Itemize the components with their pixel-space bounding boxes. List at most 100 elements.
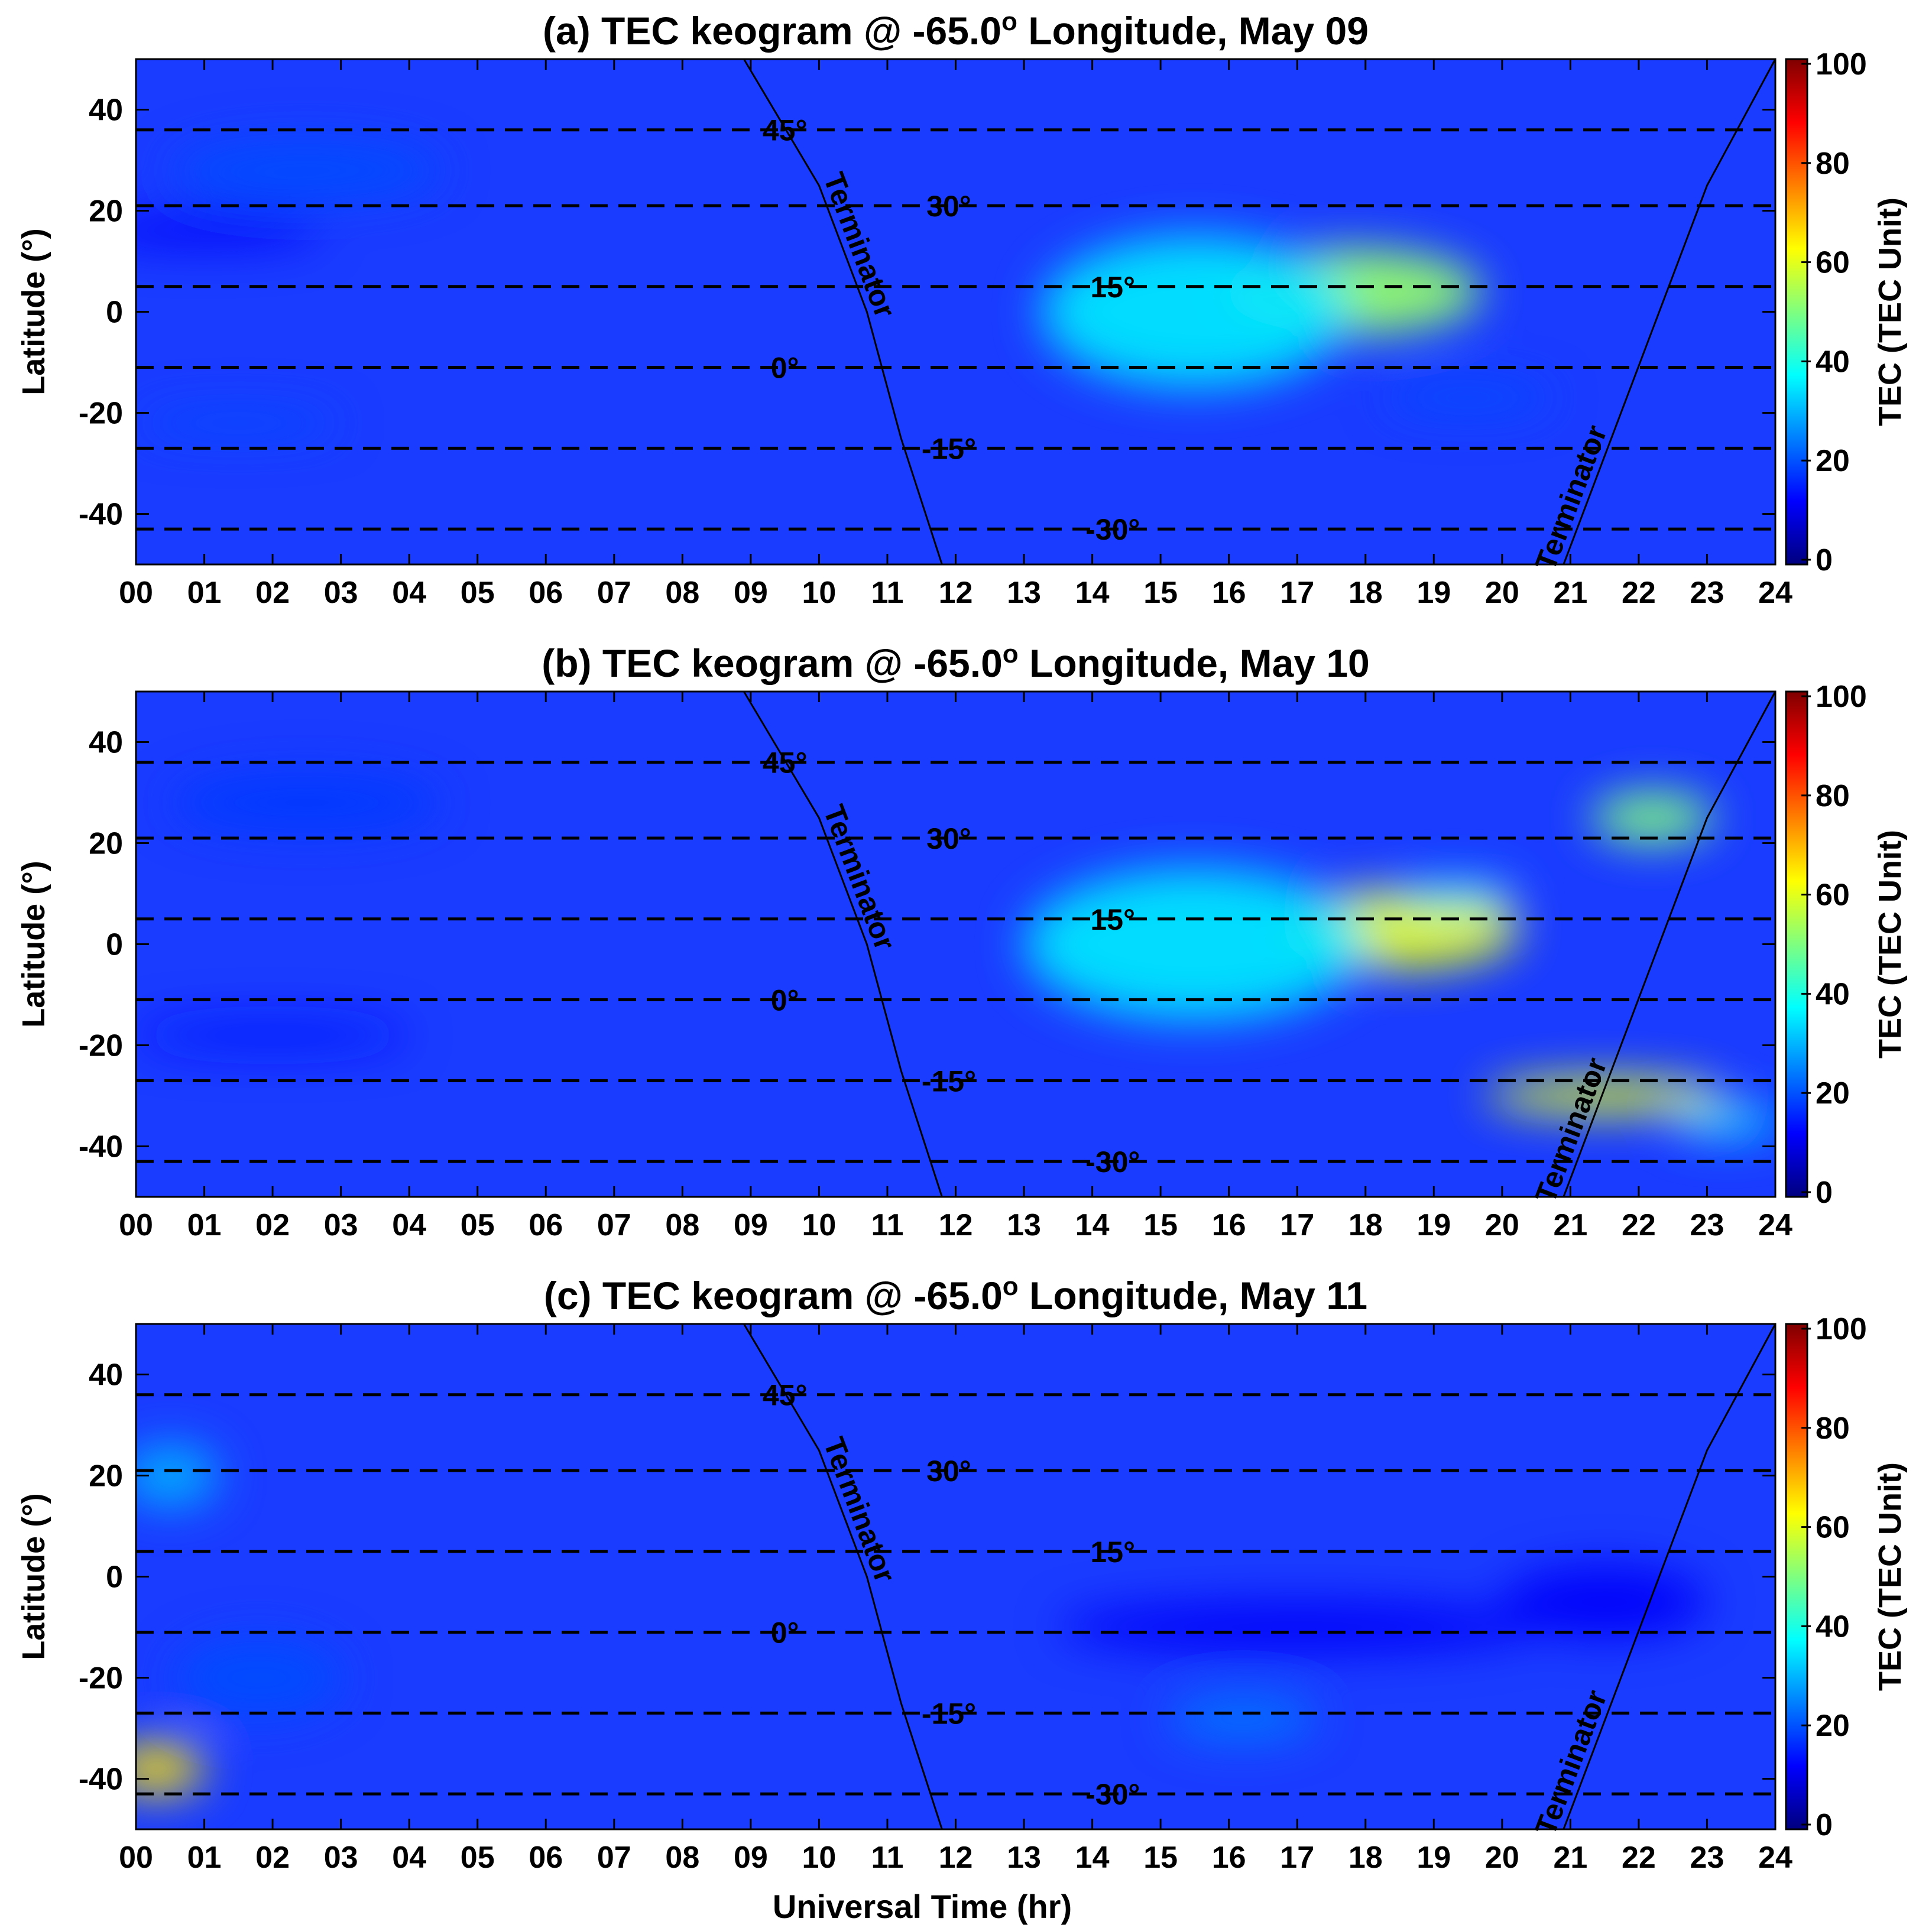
colorbar	[1785, 690, 1808, 1198]
tec-blob	[1167, 1695, 1318, 1741]
terminator-line	[1563, 691, 1777, 1197]
x-tick-label: 06	[529, 1208, 563, 1242]
x-tick-label: 11	[871, 1841, 903, 1875]
x-tick-label: 03	[324, 576, 358, 610]
tec-blob	[1502, 1566, 1707, 1638]
x-tick-label: 22	[1622, 1208, 1656, 1242]
x-tick-label: 12	[939, 576, 973, 610]
latitude-line-label: -30°	[1085, 1778, 1140, 1811]
x-tick-label: 04	[392, 576, 426, 610]
keogram-panel-b: 45°30°15°0°-15°-30°TerminatorTerminator(…	[16, 640, 1908, 1243]
x-tick-label: 10	[802, 1208, 836, 1242]
y-tick-label: -40	[79, 498, 123, 532]
x-tick-label: 14	[1075, 1841, 1110, 1875]
x-tick-label: 07	[597, 576, 631, 610]
x-tick-label: 05	[461, 576, 495, 610]
x-tick-label: 07	[597, 1841, 631, 1875]
panel-title: (a) TEC keogram @ -65.0o Longitude, May …	[543, 7, 1369, 53]
x-tick-label: 00	[119, 1208, 153, 1242]
x-tick-label: 15	[1143, 1841, 1178, 1875]
x-tick-label: 08	[665, 1841, 699, 1875]
x-tick-label: 11	[871, 576, 903, 610]
y-tick-label: 0	[106, 296, 123, 330]
y-tick-label: 40	[89, 93, 123, 128]
tec-blob	[136, 1020, 410, 1051]
x-tick-label: 03	[324, 1841, 358, 1875]
y-tick-label: -20	[79, 397, 123, 431]
x-tick-label: 05	[461, 1841, 495, 1875]
latitude-line-label: 0°	[771, 1617, 799, 1650]
x-tick-label: 09	[734, 576, 768, 610]
x-tick-label: 13	[1007, 1208, 1041, 1242]
colorbar	[1785, 58, 1808, 566]
x-tick-label: 16	[1212, 576, 1246, 610]
x-tick-label: 23	[1690, 576, 1724, 610]
colorbar-tick-label: 0	[1816, 1176, 1833, 1210]
x-tick-label: 16	[1212, 1841, 1246, 1875]
terminator-line	[743, 59, 943, 565]
x-tick-label: 21	[1553, 576, 1587, 610]
x-tick-label: 21	[1553, 1841, 1587, 1875]
x-tick-label: 18	[1348, 1208, 1383, 1242]
colorbar-tick-label: 80	[1816, 147, 1850, 181]
x-tick-label: 24	[1758, 576, 1792, 610]
latitude-line-label: -15°	[922, 432, 976, 465]
x-tick-label: 01	[187, 1841, 222, 1875]
x-tick-label: 11	[871, 1208, 903, 1242]
tec-blob	[136, 410, 341, 436]
latitude-line-label: 30°	[926, 822, 971, 855]
keogram-panel-a: 45°30°15°0°-15°-30°TerminatorTerminator(…	[16, 7, 1908, 611]
x-tick-label: 04	[392, 1208, 426, 1242]
y-tick-label: 20	[89, 194, 123, 229]
tec-blob	[136, 216, 324, 246]
tec-blob	[1392, 881, 1516, 907]
heatmap-background	[136, 692, 1775, 1197]
tec-blob	[173, 1637, 345, 1718]
colorbar-tick-label: 60	[1816, 246, 1850, 280]
x-tick-label: 14	[1075, 576, 1110, 610]
colorbar-tick-label: 0	[1816, 1808, 1833, 1842]
x-tick-label: 06	[529, 576, 563, 610]
x-tick-label: 02	[255, 576, 290, 610]
tec-blob	[1484, 1078, 1724, 1114]
heatmap-background	[136, 1324, 1775, 1829]
x-tick-label: 00	[119, 1841, 153, 1875]
x-tick-label: 24	[1758, 1841, 1792, 1875]
colorbar-tick-label: 0	[1816, 543, 1833, 577]
x-tick-label: 24	[1758, 1208, 1792, 1242]
colorbar-tick-label: 20	[1816, 1076, 1850, 1111]
y-axis-label: Latitude (°)	[16, 861, 51, 1028]
colorbar-tick-label: 60	[1816, 1511, 1850, 1545]
keogram-panel-c: 45°30°15°0°-15°-30°TerminatorTerminator(…	[16, 1272, 1908, 1875]
panel-title-suffix: Longitude, May 09	[1017, 9, 1369, 53]
x-axis-label: Universal Time (hr)	[773, 1888, 1072, 1925]
latitude-line-label: -15°	[922, 1697, 976, 1730]
latitude-line-label: 15°	[1090, 271, 1135, 304]
panel-title-main: (a) TEC keogram @ -65.0	[543, 9, 1001, 53]
terminator-line	[743, 691, 943, 1197]
y-tick-label: -40	[79, 1763, 123, 1797]
x-tick-label: 19	[1416, 1841, 1451, 1875]
y-axis-label: Latitude (°)	[16, 228, 51, 395]
x-tick-label: 14	[1075, 1208, 1110, 1242]
panel-title: (c) TEC keogram @ -65.0o Longitude, May …	[544, 1272, 1367, 1318]
tec-blob	[1058, 1602, 1536, 1653]
x-tick-label: 09	[734, 1208, 768, 1242]
x-tick-label: 12	[939, 1208, 973, 1242]
colorbar-tick-label: 40	[1816, 977, 1850, 1011]
colorbar-label: TEC (TEC Unit)	[1872, 1462, 1908, 1691]
x-tick-label: 10	[802, 1841, 836, 1875]
latitude-line-label: 30°	[926, 1455, 971, 1488]
x-tick-label: 20	[1485, 1208, 1519, 1242]
tec-blob	[136, 1743, 205, 1794]
latitude-line-label: -30°	[1085, 1145, 1140, 1179]
x-tick-label: 02	[255, 1208, 290, 1242]
latitude-line-label: 45°	[763, 1379, 808, 1412]
latitude-line-label: 30°	[926, 190, 971, 223]
x-tick-label: 05	[461, 1208, 495, 1242]
panel-title-suffix: Longitude, May 11	[1019, 1274, 1367, 1317]
tec-blob	[170, 772, 443, 833]
tec-blob	[1672, 1106, 1775, 1137]
terminator-line	[1563, 1323, 1777, 1830]
x-tick-label: 23	[1690, 1208, 1724, 1242]
